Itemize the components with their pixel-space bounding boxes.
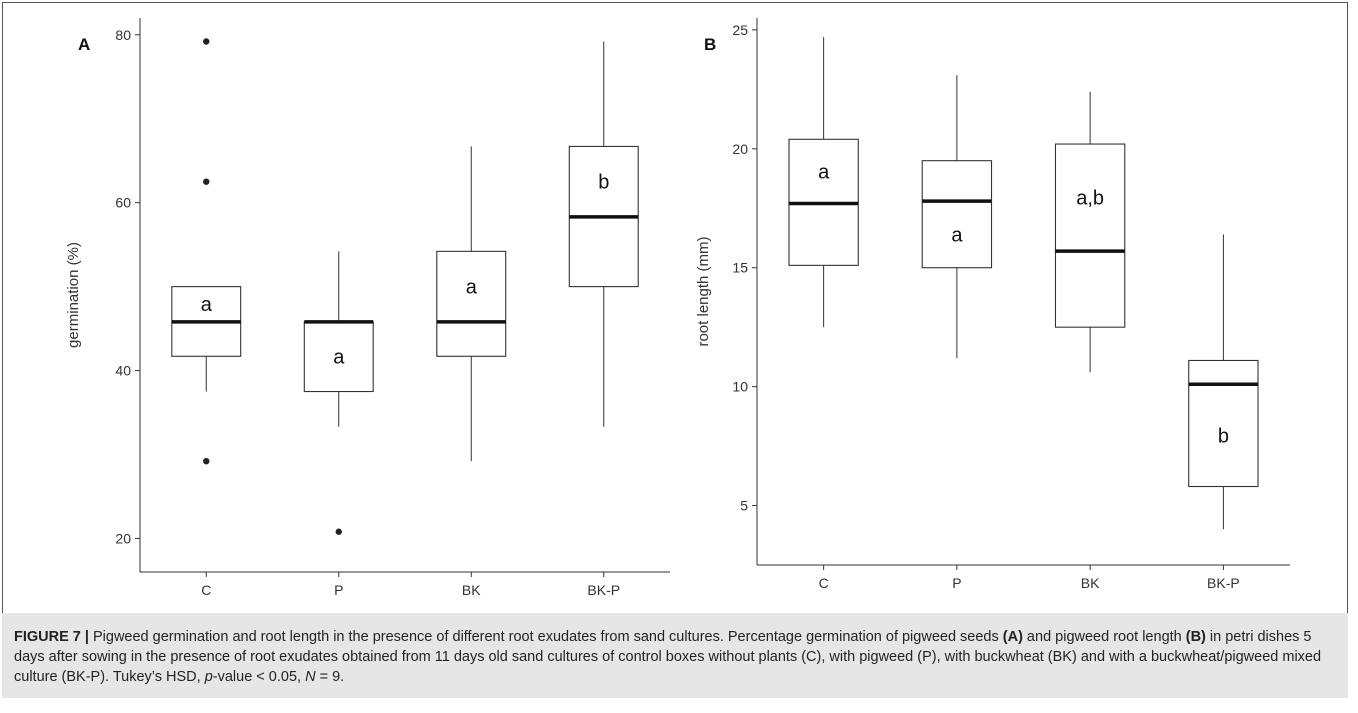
box-bk-p: BK-P b bbox=[568, 41, 639, 598]
panel-label: B bbox=[704, 35, 716, 54]
y-tick-label: 40 bbox=[115, 363, 131, 379]
y-tick-label: 20 bbox=[732, 141, 748, 157]
outlier-point bbox=[203, 38, 210, 45]
group-letter: a bbox=[951, 224, 963, 246]
x-tick-label: BK bbox=[462, 582, 481, 598]
caption-figure-label: FIGURE 7 | bbox=[14, 629, 89, 645]
group-letter: a bbox=[333, 347, 345, 369]
caption-text-part-5: = 9. bbox=[315, 669, 345, 685]
y-axis-label: root length (mm) bbox=[695, 236, 712, 346]
y-tick-label: 10 bbox=[732, 379, 748, 395]
y-tick-label: 15 bbox=[732, 260, 748, 276]
caption-text-part-3: in petri dishes 5 days after sowing in t… bbox=[14, 629, 1322, 685]
group-letter: a bbox=[466, 277, 478, 299]
box-bk-p: BK-P b bbox=[1188, 234, 1259, 591]
box-iqr bbox=[1054, 143, 1126, 328]
box-bk: BK a bbox=[436, 146, 507, 598]
group-letter: b bbox=[598, 172, 609, 194]
outlier-point bbox=[203, 178, 210, 185]
caption-text-part-1: Pigweed germination and root length in t… bbox=[88, 629, 1003, 645]
x-tick-label: C bbox=[201, 582, 211, 598]
caption-ref-b: (B) bbox=[1185, 629, 1206, 645]
y-tick-label: 60 bbox=[115, 195, 131, 211]
caption-text-part-4: -value < 0.05, bbox=[212, 669, 306, 685]
box-bk: BK a,b bbox=[1054, 91, 1126, 591]
outlier-point bbox=[203, 458, 210, 465]
outlier-point bbox=[335, 528, 342, 535]
panel-label: A bbox=[78, 35, 90, 54]
caption-text-part-2: and pigweed root length bbox=[1022, 629, 1186, 645]
caption-ref-a: (A) bbox=[1002, 629, 1023, 645]
box-p: Pa bbox=[921, 75, 993, 591]
box-iqr bbox=[921, 160, 993, 269]
x-tick-label: BK-P bbox=[587, 582, 620, 598]
caption-text: FIGURE 7 | Pigweed germination and root … bbox=[14, 627, 1334, 687]
y-axis-label: germination (%) bbox=[65, 242, 82, 348]
box-iqr bbox=[1188, 359, 1259, 488]
x-tick-label: C bbox=[819, 575, 829, 591]
figure-caption: FIGURE 7 | Pigweed germination and root … bbox=[2, 613, 1348, 698]
box-c: Ca bbox=[171, 38, 242, 598]
group-letter: a,b bbox=[1076, 188, 1104, 210]
caption-p-symbol: p bbox=[204, 669, 213, 685]
y-tick-label: 25 bbox=[732, 22, 748, 38]
x-tick-label: BK bbox=[1081, 575, 1100, 591]
x-tick-label: P bbox=[952, 575, 961, 591]
group-letter: b bbox=[1218, 425, 1229, 447]
box-iqr bbox=[436, 250, 507, 357]
y-tick-label: 20 bbox=[115, 530, 131, 546]
y-tick-label: 80 bbox=[115, 27, 131, 43]
box-iqr bbox=[303, 321, 374, 393]
x-tick-label: P bbox=[334, 582, 343, 598]
y-tick-label: 5 bbox=[740, 498, 748, 514]
x-tick-label: BK-P bbox=[1207, 575, 1240, 591]
group-letter: a bbox=[201, 294, 213, 316]
box-c: Ca bbox=[788, 37, 859, 591]
box-p: Pa bbox=[303, 251, 374, 598]
caption-n-symbol: N bbox=[305, 669, 316, 685]
group-letter: a bbox=[818, 161, 830, 183]
